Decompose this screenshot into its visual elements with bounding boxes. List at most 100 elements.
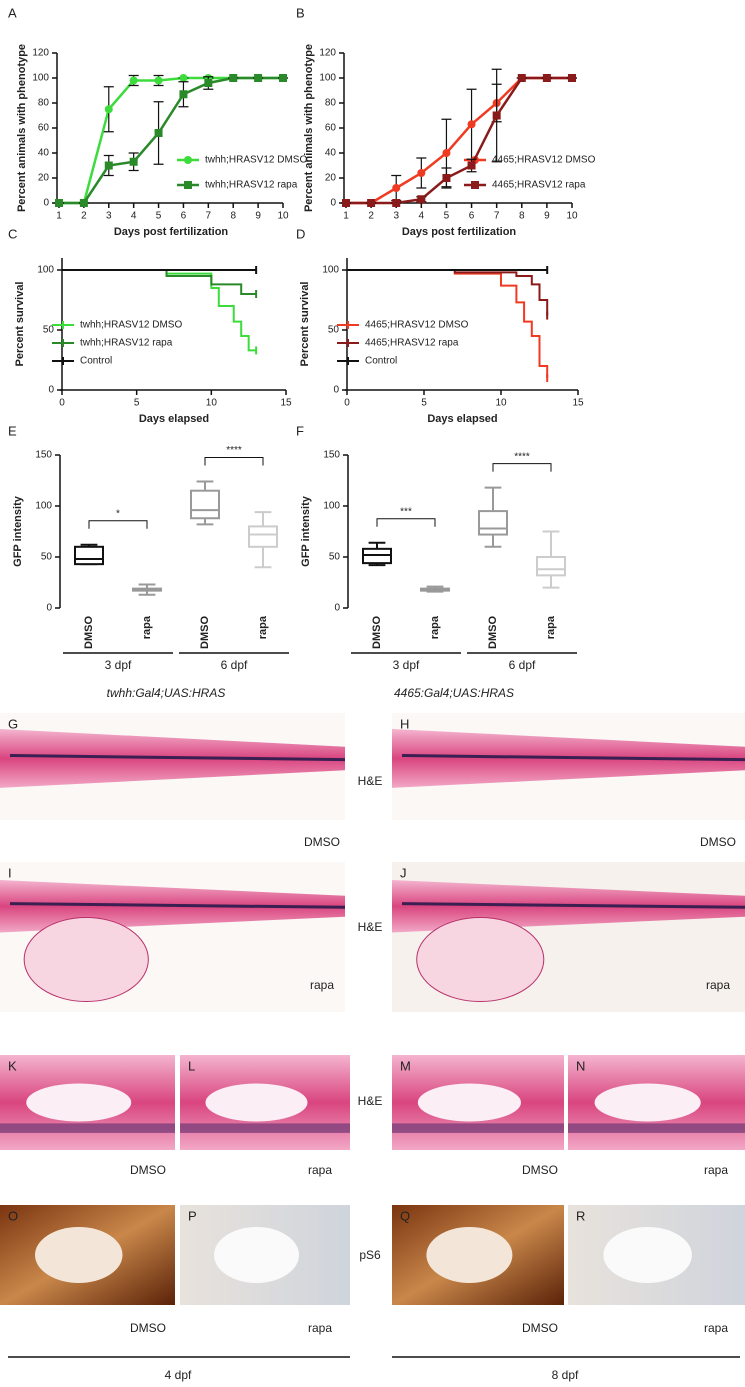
significance-bracket <box>492 463 552 472</box>
stage-label: 4 dpf <box>165 1368 192 1382</box>
panel-letter: G <box>8 716 18 731</box>
panel-letter: D <box>296 226 305 241</box>
whisker-high <box>196 480 214 491</box>
x-tick-label: 0 <box>59 398 65 409</box>
micrograph <box>0 713 346 820</box>
panel-letter: F <box>296 423 304 438</box>
vacuole <box>214 1227 299 1283</box>
notochord <box>401 902 745 909</box>
point <box>129 76 138 85</box>
x-tick-label: 10 <box>566 211 578 222</box>
image-caption: DMSO <box>522 1163 558 1177</box>
y-axis-label: GFP intensity <box>300 495 312 567</box>
x-tick-label: 5 <box>444 211 450 222</box>
y-tick-label: 80 <box>325 98 337 109</box>
legend-label: twhh;HRASV12 rapa <box>80 338 173 349</box>
y-tick-label: 0 <box>334 603 340 614</box>
vacuole <box>35 1227 123 1283</box>
point <box>254 74 263 82</box>
x-tick-label: 10 <box>495 398 507 409</box>
image-caption: DMSO <box>700 835 736 849</box>
x-tick-label: DMSO <box>371 616 383 649</box>
legend-label: twhh;HRASV12 DMSO <box>80 320 182 331</box>
x-tick-label: 9 <box>544 211 550 222</box>
legend-label: 4465;HRASV12 DMSO <box>492 155 596 166</box>
point <box>129 157 138 166</box>
panel-letter: E <box>8 423 17 438</box>
survival-curve <box>62 269 257 352</box>
y-tick-label: 100 <box>319 73 336 84</box>
panel-letter: O <box>8 1208 18 1223</box>
point <box>542 74 551 82</box>
x-tick-label: 8 <box>519 211 525 222</box>
y-tick-label: 60 <box>38 123 50 134</box>
x-tick-label: rapa <box>429 615 441 639</box>
image-caption: rapa <box>704 1321 728 1335</box>
y-tick-label: 20 <box>38 173 50 184</box>
x-tick-label: 1 <box>343 211 349 222</box>
y-tick-label: 120 <box>32 48 49 59</box>
point <box>154 129 163 137</box>
panel-letter: I <box>8 865 12 880</box>
y-axis-label: Percent survival <box>299 282 311 367</box>
y-axis-label: Percent animals with phenotype <box>16 44 28 212</box>
y-tick-label: 50 <box>43 325 55 336</box>
vacuole <box>205 1083 308 1122</box>
whisker-high <box>254 511 272 527</box>
x-axis-label: Days elapsed <box>139 413 209 425</box>
nuclei-band <box>180 1123 350 1133</box>
panel-letter: C <box>8 226 17 241</box>
micrograph <box>568 1055 745 1150</box>
x-tick-label: 15 <box>572 398 584 409</box>
panel-letter: B <box>296 5 305 20</box>
vacuole <box>26 1083 132 1122</box>
x-axis-label: Days post fertilization <box>114 226 229 238</box>
micrograph <box>180 1205 350 1305</box>
x-tick-label: DMSO <box>487 616 499 649</box>
point <box>79 199 88 207</box>
x-tick-label: 5 <box>421 398 427 409</box>
micrograph <box>392 713 745 820</box>
legend-label: 4465;HRASV12 rapa <box>365 338 459 349</box>
yolk <box>23 917 149 1002</box>
survival-curve <box>62 269 257 295</box>
micrograph <box>392 1205 564 1305</box>
micrograph <box>180 1055 350 1150</box>
point <box>442 149 451 157</box>
point <box>392 199 401 207</box>
x-axis-label: Days post fertilization <box>402 226 517 238</box>
legend-label: twhh;HRASV12 rapa <box>205 180 298 191</box>
vacuole <box>603 1227 692 1283</box>
y-tick-label: 150 <box>35 450 52 461</box>
x-tick-label: 5 <box>156 211 162 222</box>
point <box>517 74 526 82</box>
panel-letter: A <box>8 5 17 20</box>
y-tick-label: 50 <box>329 552 341 563</box>
box <box>362 547 392 565</box>
image-caption: DMSO <box>130 1163 166 1177</box>
x-tick-label: DMSO <box>83 616 95 649</box>
x-tick-label: rapa <box>257 615 269 639</box>
panel-letter: N <box>576 1058 585 1073</box>
whisker-low <box>196 518 214 526</box>
point <box>229 74 238 82</box>
x-tick-label: 8 <box>230 211 236 222</box>
x-tick-label: DMSO <box>199 616 211 649</box>
legend-marker <box>471 181 479 189</box>
group-label: 3 dpf <box>105 658 132 672</box>
legend-label: 4465;HRASV12 rapa <box>492 180 586 191</box>
survival-curve <box>347 269 549 316</box>
x-tick-label: 7 <box>494 211 500 222</box>
x-tick-label: 10 <box>277 211 289 222</box>
notochord <box>401 754 745 762</box>
group-label: 6 dpf <box>509 658 536 672</box>
image-caption: DMSO <box>522 1321 558 1335</box>
point <box>467 161 476 170</box>
notochord <box>9 754 346 762</box>
micrograph <box>392 1055 564 1150</box>
x-tick-label: 2 <box>368 211 374 222</box>
panel-letter: H <box>400 716 409 731</box>
x-tick-label: 7 <box>206 211 212 222</box>
